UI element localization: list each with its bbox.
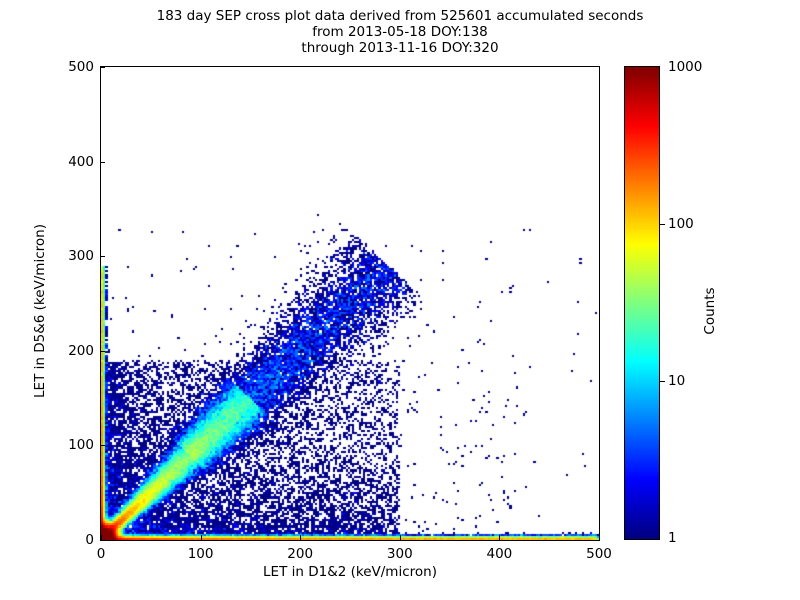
x-axis-tick (101, 535, 102, 540)
x-axis-tick (200, 535, 202, 540)
y-axis-tick (100, 67, 105, 68)
colorbar-gradient (625, 67, 659, 539)
chart-title-line-1: 183 day SEP cross plot data derived from… (156, 8, 644, 24)
x-axis-tick-label: 400 (486, 546, 513, 562)
y-axis-tick (100, 161, 105, 163)
y-axis-tick-label: 400 (68, 153, 94, 170)
x-axis-tick (499, 535, 501, 540)
x-axis-tick-label: 200 (287, 546, 314, 562)
x-axis-tick-label: 300 (386, 546, 413, 562)
colorbar (624, 66, 660, 540)
x-axis-tick (399, 535, 401, 540)
colorbar-tick-label: 1 (668, 530, 677, 546)
density-scatter-plot (101, 67, 599, 540)
colorbar-tick-label: 100 (668, 216, 694, 232)
y-axis-tick (100, 350, 105, 352)
colorbar-title: Counts (702, 287, 718, 335)
colorbar-tick (660, 224, 665, 225)
y-axis-title: LET in D5&6 (keV/micron) (32, 224, 48, 398)
x-axis-tick (599, 535, 600, 540)
x-axis-title: LET in D1&2 (keV/micron) (263, 564, 437, 580)
chart-title-line-2: from 2013-05-18 DOY:138 (312, 24, 488, 40)
chart-title: 183 day SEP cross plot data derived from… (0, 8, 800, 56)
colorbar-tick (660, 381, 665, 382)
x-axis-tick-label: 0 (96, 546, 106, 562)
plot-area (100, 66, 600, 541)
colorbar-tick-label: 1000 (668, 59, 703, 75)
y-axis-tick-label: 0 (85, 532, 94, 548)
colorbar-tick-label: 10 (668, 373, 686, 389)
y-axis-tick-label: 300 (68, 248, 94, 265)
y-axis-tick (100, 256, 105, 258)
y-axis-tick-label: 100 (68, 437, 94, 454)
y-axis-tick (100, 540, 105, 541)
x-axis-tick-label: 500 (586, 546, 612, 562)
y-axis-tick-label: 200 (68, 342, 94, 359)
y-axis-tick-label: 500 (68, 59, 94, 75)
x-axis-tick (300, 535, 302, 540)
chart-title-line-3: through 2013-11-16 DOY:320 (301, 40, 499, 56)
x-axis-tick-label: 100 (187, 546, 214, 562)
y-axis-tick (100, 445, 105, 447)
